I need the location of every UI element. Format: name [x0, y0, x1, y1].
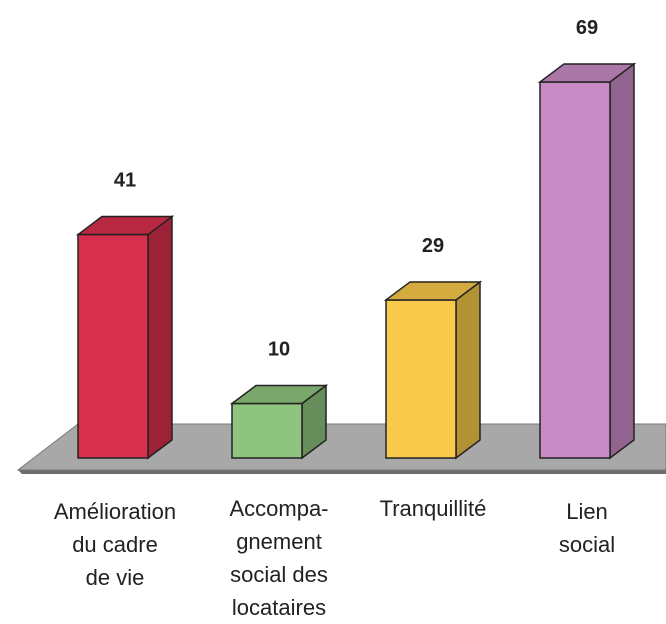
bar-side	[147, 215, 173, 460]
value-label: 69	[576, 17, 598, 39]
bar-side	[455, 280, 481, 460]
bar	[385, 299, 457, 459]
x-tick-label: Lien social	[558, 499, 616, 557]
bar-top	[75, 215, 175, 236]
bar-top	[383, 281, 483, 301]
x-tick-label: Amélioration du cadre de vie	[53, 499, 177, 590]
bar-top	[229, 384, 329, 405]
bar	[539, 81, 611, 459]
value-label: 29	[422, 235, 444, 257]
bar	[77, 233, 149, 459]
x-tick-label: Accompa- gnement social des locataires	[229, 496, 329, 620]
bar-top	[537, 63, 637, 83]
value-label: 41	[114, 170, 136, 192]
bar	[231, 402, 303, 459]
floor-edge	[18, 470, 666, 474]
x-tick-label: Tranquillité	[379, 496, 487, 521]
bar-side	[609, 62, 635, 460]
value-label: 10	[268, 339, 290, 361]
